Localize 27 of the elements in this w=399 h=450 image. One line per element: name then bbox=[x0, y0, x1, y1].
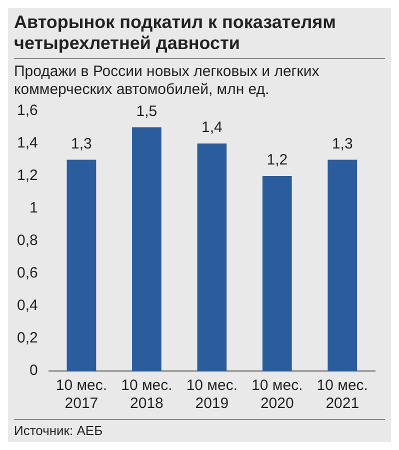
y-tick-label: 1 bbox=[30, 200, 38, 217]
data-label: 1,2 bbox=[266, 152, 288, 169]
x-tick-label: 10 мес. 2018 bbox=[121, 377, 172, 412]
data-label: 1,5 bbox=[136, 102, 158, 120]
data-label: 1,4 bbox=[201, 119, 222, 136]
y-tick-label: 1,6 bbox=[16, 102, 38, 120]
bar bbox=[262, 176, 292, 371]
text: Источник: АЕБ bbox=[14, 419, 385, 438]
data-label: 1,3 bbox=[332, 135, 353, 152]
data-label: 1,3 bbox=[71, 135, 92, 152]
bar bbox=[197, 144, 227, 371]
x-tick-label: 10 мес. 2020 bbox=[252, 377, 303, 412]
y-tick-label: 0,8 bbox=[16, 232, 38, 250]
y-tick-label: 1,4 bbox=[16, 134, 38, 152]
bar bbox=[328, 160, 358, 371]
chart-title: Авторынок подкатил к показателям четырехлетней давности bbox=[14, 12, 385, 59]
y-tick-label: 0,2 bbox=[16, 330, 38, 347]
y-tick-label: 0,4 bbox=[16, 297, 38, 314]
chart-subtitle: Продажи в России новых легковых и легких коммерческих автомобилей, млн ед. bbox=[14, 63, 320, 99]
x-tick-label: 10 мес. 2017 bbox=[56, 377, 108, 412]
y-tick-label: 1,2 bbox=[16, 167, 38, 184]
x-tick-label: 10 мес. 2019 bbox=[186, 377, 238, 412]
x-tick-label: 10 мес. 2021 bbox=[316, 377, 368, 412]
bar bbox=[66, 160, 96, 371]
bar bbox=[132, 127, 162, 371]
y-tick-label: 0 bbox=[30, 362, 38, 380]
y-tick-label: 0,6 bbox=[16, 264, 38, 282]
